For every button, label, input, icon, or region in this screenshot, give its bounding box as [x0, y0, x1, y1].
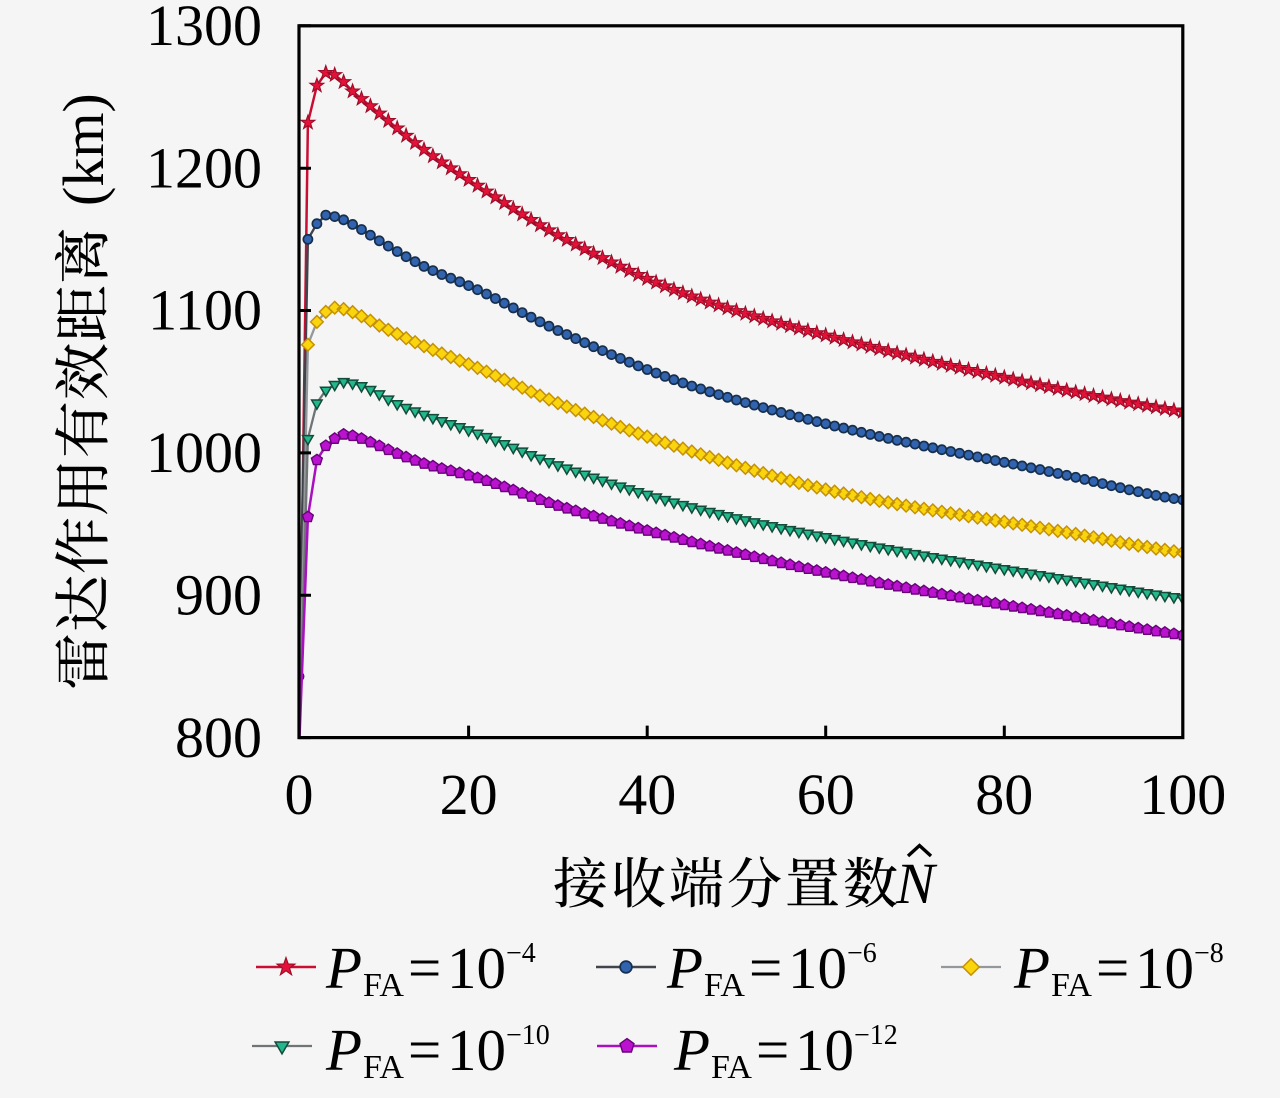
svg-text:100: 100 [1139, 762, 1226, 827]
svg-text:−4: −4 [506, 938, 536, 969]
svg-text:P: P [673, 1017, 710, 1083]
svg-text:−12: −12 [854, 1020, 898, 1051]
svg-text:40: 40 [618, 762, 676, 827]
svg-text:0: 0 [285, 762, 314, 827]
svg-text:=: = [749, 935, 782, 1001]
svg-text:10: 10 [788, 935, 847, 1001]
svg-text:N: N [895, 851, 938, 916]
svg-text:P: P [1013, 935, 1050, 1001]
svg-text:1000: 1000 [146, 420, 262, 485]
svg-text:=: = [408, 1017, 441, 1083]
svg-text:1100: 1100 [148, 278, 262, 343]
svg-text:=: = [756, 1017, 789, 1083]
svg-text:−10: −10 [506, 1020, 550, 1051]
svg-text:P: P [325, 1017, 362, 1083]
svg-text:(km): (km) [51, 93, 116, 206]
svg-text:FA: FA [363, 967, 404, 1004]
svg-text:=: = [1096, 935, 1129, 1001]
svg-text:10: 10 [795, 1017, 854, 1083]
svg-text:=: = [408, 935, 441, 1001]
svg-text:10: 10 [1135, 935, 1194, 1001]
svg-text:P: P [325, 935, 362, 1001]
svg-text:1200: 1200 [146, 135, 262, 200]
svg-text:10: 10 [447, 1017, 506, 1083]
svg-text:FA: FA [704, 967, 745, 1004]
svg-text:FA: FA [711, 1049, 752, 1086]
svg-text:FA: FA [1051, 967, 1092, 1004]
svg-text:−6: −6 [847, 938, 877, 969]
svg-text:900: 900 [175, 562, 262, 627]
svg-text:80: 80 [975, 762, 1033, 827]
svg-text:P: P [666, 935, 703, 1001]
svg-text:FA: FA [363, 1049, 404, 1086]
svg-text:−8: −8 [1194, 938, 1224, 969]
svg-text:10: 10 [447, 935, 506, 1001]
svg-text:800: 800 [175, 705, 262, 770]
svg-text:20: 20 [440, 762, 498, 827]
svg-text:60: 60 [797, 762, 855, 827]
svg-text:1300: 1300 [146, 0, 262, 58]
